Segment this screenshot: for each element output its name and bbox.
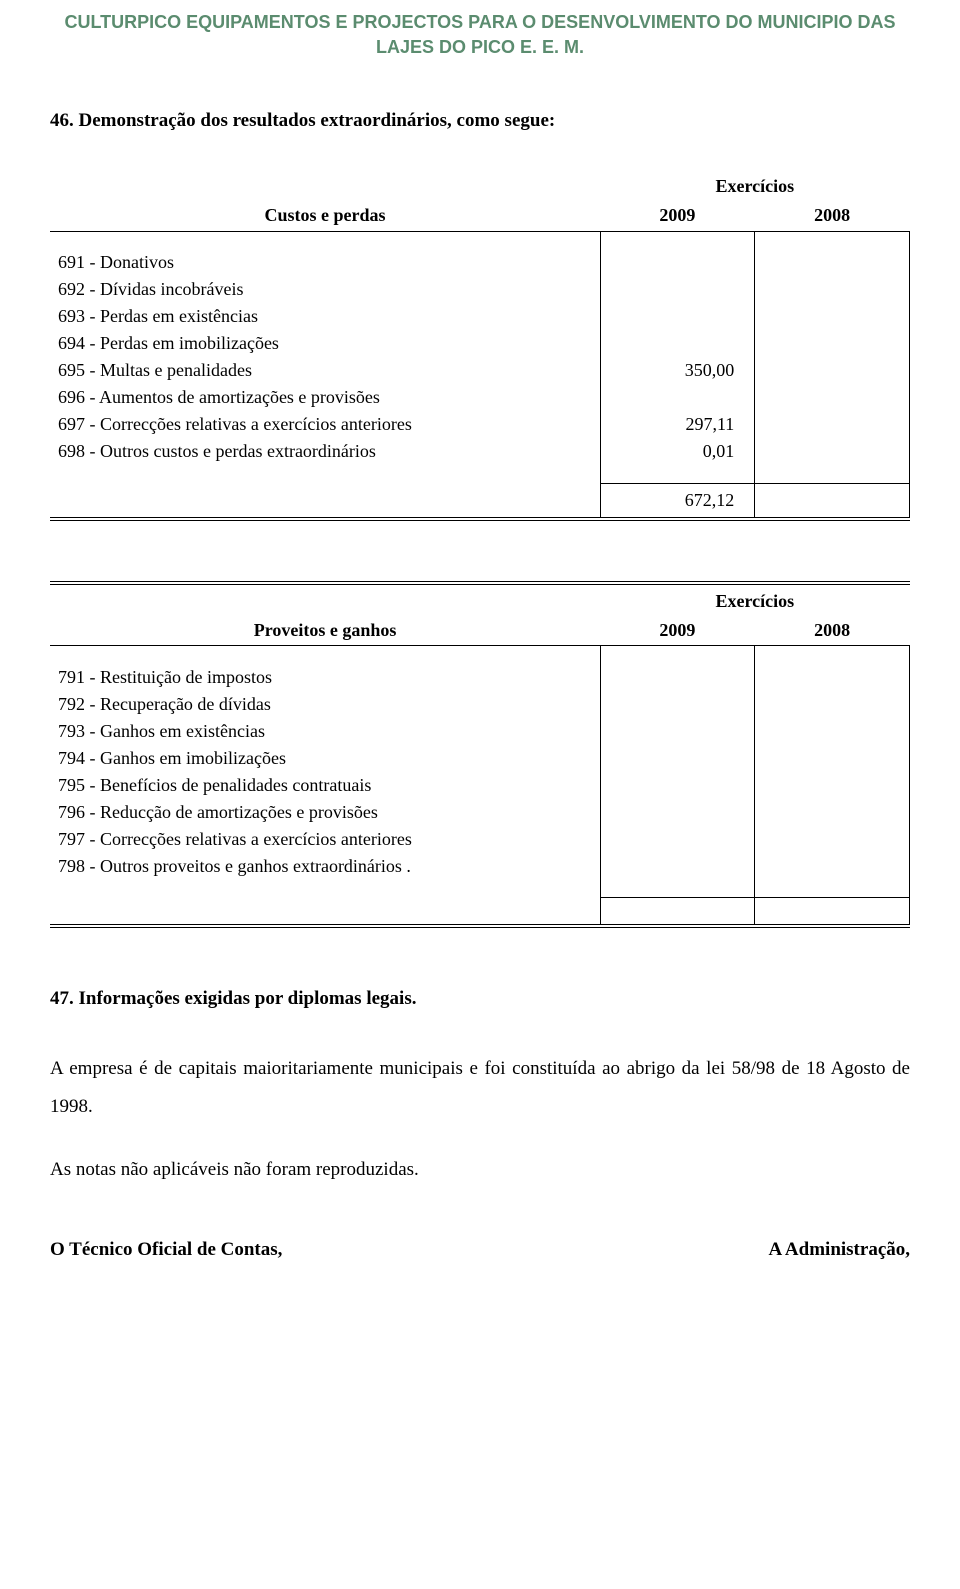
table-row: 692 - Dívidas incobráveis xyxy=(50,276,910,303)
row-label: 796 - Reducção de amortizações e provisõ… xyxy=(50,799,600,826)
table-row: 798 - Outros proveitos e ganhos extraord… xyxy=(50,853,910,880)
row-val-2008 xyxy=(755,276,910,303)
signatures-row: O Técnico Oficial de Contas, A Administr… xyxy=(50,1239,910,1261)
row-val-2008 xyxy=(755,826,910,853)
table-row: 792 - Recuperação de dívidas xyxy=(50,691,910,718)
section-47-heading: 47. Informações exigidas por diplomas le… xyxy=(50,988,910,1010)
row-val-2009 xyxy=(600,772,755,799)
row-val-2008 xyxy=(755,249,910,276)
row-label: 798 - Outros proveitos e ganhos extraord… xyxy=(50,853,600,880)
row-val-2009 xyxy=(600,276,755,303)
row-label: 797 - Correcções relativas a exercícios … xyxy=(50,826,600,853)
proveitos-ganhos-table: Exercícios Proveitos e ganhos 2009 2008 … xyxy=(50,581,910,928)
section-47-para2: As notas não aplicáveis não foram reprod… xyxy=(50,1151,910,1189)
row-val-2008 xyxy=(755,772,910,799)
signature-left: O Técnico Oficial de Contas, xyxy=(50,1239,282,1261)
exercicios-label: Exercícios xyxy=(600,587,909,616)
table-row: 793 - Ganhos em existências xyxy=(50,718,910,745)
row-label: 698 - Outros custos e perdas extraordiná… xyxy=(50,438,600,465)
table-total-row xyxy=(50,898,910,926)
year-2008: 2008 xyxy=(755,201,910,230)
row-val-2009 xyxy=(600,664,755,691)
custos-perdas-table: Exercícios Custos e perdas 2009 2008 691… xyxy=(50,172,910,521)
row-val-2009 xyxy=(600,384,755,411)
row-label: 694 - Perdas em imobilizações xyxy=(50,330,600,357)
total-2008 xyxy=(755,483,910,519)
row-label: 792 - Recuperação de dívidas xyxy=(50,691,600,718)
proveitos-ganhos-header: Proveitos e ganhos xyxy=(50,616,600,645)
total-2009: 672,12 xyxy=(600,483,755,519)
row-label: 692 - Dívidas incobráveis xyxy=(50,276,600,303)
row-val-2008 xyxy=(755,664,910,691)
row-val-2009 xyxy=(600,249,755,276)
row-val-2009 xyxy=(600,826,755,853)
table-row: 695 - Multas e penalidades 350,00 xyxy=(50,357,910,384)
row-label: 693 - Perdas em existências xyxy=(50,303,600,330)
signature-right: A Administração, xyxy=(769,1239,910,1261)
custos-perdas-header: Custos e perdas xyxy=(50,201,600,230)
table-row: 794 - Ganhos em imobilizações xyxy=(50,745,910,772)
row-val-2009: 350,00 xyxy=(600,357,755,384)
row-label: 795 - Benefícios de penalidades contratu… xyxy=(50,772,600,799)
table-row: 796 - Reducção de amortizações e provisõ… xyxy=(50,799,910,826)
row-val-2009 xyxy=(600,691,755,718)
row-label: 791 - Restituição de impostos xyxy=(50,664,600,691)
table-row: 697 - Correcções relativas a exercícios … xyxy=(50,411,910,438)
year-2009: 2009 xyxy=(600,201,755,230)
row-val-2008 xyxy=(755,303,910,330)
year-2008: 2008 xyxy=(755,616,910,645)
row-val-2009 xyxy=(600,799,755,826)
table-row: 696 - Aumentos de amortizações e provisõ… xyxy=(50,384,910,411)
table-row: 693 - Perdas em existências xyxy=(50,303,910,330)
row-val-2008 xyxy=(755,691,910,718)
doc-header-title: CULTURPICO EQUIPAMENTOS E PROJECTOS PARA… xyxy=(50,10,910,60)
row-label: 794 - Ganhos em imobilizações xyxy=(50,745,600,772)
table-row: 691 - Donativos xyxy=(50,249,910,276)
exercicios-label: Exercícios xyxy=(600,172,909,201)
table-total-row: 672,12 xyxy=(50,483,910,519)
row-label: 696 - Aumentos de amortizações e provisõ… xyxy=(50,384,600,411)
row-val-2008 xyxy=(755,799,910,826)
table-row: 694 - Perdas em imobilizações xyxy=(50,330,910,357)
row-label: 697 - Correcções relativas a exercícios … xyxy=(50,411,600,438)
section-46-heading: 46. Demonstração dos resultados extraord… xyxy=(50,110,910,132)
row-val-2009 xyxy=(600,718,755,745)
row-val-2008 xyxy=(755,330,910,357)
total-2008 xyxy=(755,898,910,926)
row-label: 695 - Multas e penalidades xyxy=(50,357,600,384)
table-row: 797 - Correcções relativas a exercícios … xyxy=(50,826,910,853)
row-val-2008 xyxy=(755,853,910,880)
row-val-2009 xyxy=(600,853,755,880)
row-val-2009 xyxy=(600,330,755,357)
row-label: 793 - Ganhos em existências xyxy=(50,718,600,745)
table-row: 791 - Restituição de impostos xyxy=(50,664,910,691)
row-val-2008 xyxy=(755,411,910,438)
total-2009 xyxy=(600,898,755,926)
row-val-2009 xyxy=(600,745,755,772)
row-val-2009 xyxy=(600,303,755,330)
table-row: 698 - Outros custos e perdas extraordiná… xyxy=(50,438,910,465)
row-val-2008 xyxy=(755,357,910,384)
row-val-2008 xyxy=(755,718,910,745)
row-val-2009: 297,11 xyxy=(600,411,755,438)
row-val-2009: 0,01 xyxy=(600,438,755,465)
row-val-2008 xyxy=(755,384,910,411)
row-val-2008 xyxy=(755,438,910,465)
row-label: 691 - Donativos xyxy=(50,249,600,276)
table-row: 795 - Benefícios de penalidades contratu… xyxy=(50,772,910,799)
row-val-2008 xyxy=(755,745,910,772)
year-2009: 2009 xyxy=(600,616,755,645)
section-47-para1: A empresa é de capitais maioritariamente… xyxy=(50,1050,910,1126)
